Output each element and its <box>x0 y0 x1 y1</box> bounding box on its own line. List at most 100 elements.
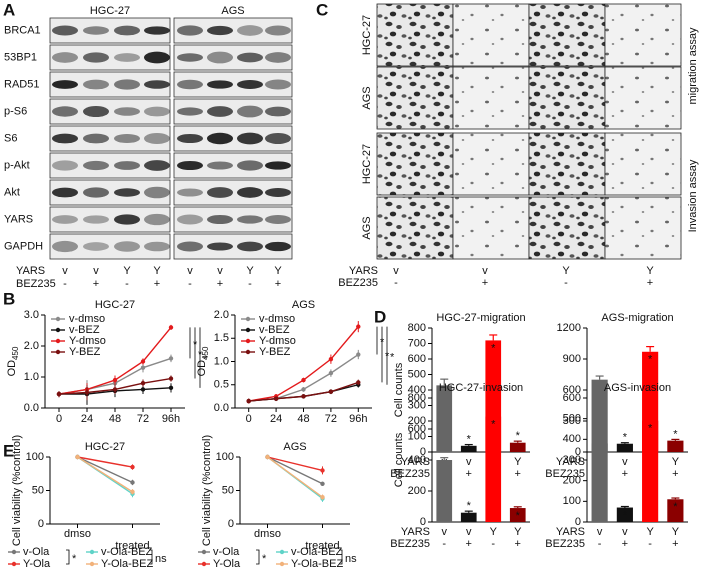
legend-label: v-Ola-BEZ <box>291 546 343 558</box>
y-tick-label: 500 <box>563 413 581 425</box>
point <box>320 481 325 486</box>
bar <box>667 440 684 452</box>
y-tick-label: 100 <box>563 495 581 507</box>
y-axis-label-text: OD <box>196 360 208 377</box>
blot-band <box>237 25 263 36</box>
blot-band <box>237 52 263 63</box>
blot-band <box>207 187 233 198</box>
micrograph <box>376 132 454 196</box>
micrograph <box>604 132 682 196</box>
y-axis-label-text: Cell viability (%control) <box>11 435 23 546</box>
x-tick-label: 72 <box>137 413 149 425</box>
y-tick-label: 0 <box>420 446 426 458</box>
factor-level: Y <box>246 265 254 277</box>
y-tick-label: 0 <box>420 516 426 528</box>
blot-band <box>114 214 140 225</box>
sig-label: * <box>648 354 653 366</box>
sig-label: * <box>380 336 385 348</box>
bar <box>667 499 684 522</box>
y-axis-label-sub: 450 <box>201 346 210 360</box>
y-tick-label: 300 <box>408 399 426 411</box>
point <box>84 390 90 395</box>
point <box>168 376 174 381</box>
panel-label: C <box>316 0 328 19</box>
legend-bracket <box>339 549 343 565</box>
factor-level: - <box>248 278 252 290</box>
chart-title: HGC-27-migration <box>436 312 525 324</box>
factor-level: v <box>62 265 68 277</box>
blot-band <box>52 187 78 198</box>
y-tick-label: 600 <box>408 423 426 435</box>
factor-name: BEZ235 <box>390 538 430 550</box>
blot-band <box>83 242 109 251</box>
blot-band <box>177 241 203 252</box>
blot-band <box>114 53 140 62</box>
micrograph <box>376 66 454 130</box>
factor-name: YARS <box>349 265 378 277</box>
factor-name: YARS <box>401 526 430 538</box>
factor-level: v <box>466 526 472 538</box>
legend-note: * <box>262 553 267 565</box>
micrograph <box>376 196 454 260</box>
sig-label: * <box>516 430 521 442</box>
chart-title: HGC-27 <box>95 299 135 311</box>
sig-label: * <box>390 352 395 364</box>
legend-marker <box>279 549 285 555</box>
factor-name: BEZ235 <box>390 468 430 480</box>
x-tick-label: 72 <box>325 413 337 425</box>
blot-band <box>177 188 203 197</box>
blot-row-label: BRCA1 <box>4 24 41 36</box>
sig-label: * <box>385 350 390 362</box>
sig-label: * <box>648 423 653 435</box>
image-row-label: AGS <box>361 216 373 239</box>
blot-band <box>177 133 203 144</box>
blot-band <box>114 79 140 90</box>
factor-level: v <box>482 265 488 277</box>
blot-band <box>52 215 78 224</box>
x-tick-label: 96h <box>162 413 180 425</box>
factor-level: Y <box>153 265 161 277</box>
legend-marker <box>201 561 207 567</box>
y-tick-label: 0.5 <box>214 379 229 391</box>
y-axis-label: OD450 <box>196 346 210 376</box>
legend-note: ns <box>155 553 167 565</box>
chart-title: AGS-migration <box>601 312 673 324</box>
factor-level: v <box>442 526 448 538</box>
factor-name: YARS <box>401 456 430 468</box>
sig-label: * <box>623 432 628 444</box>
blot-band <box>144 51 170 64</box>
factor-name: BEZ235 <box>338 277 378 289</box>
legend-label: Y-Ola <box>213 558 241 570</box>
blot-band <box>114 241 140 252</box>
legend-marker <box>11 561 17 567</box>
legend-marker <box>55 338 61 344</box>
y-tick-label: 0 <box>575 516 581 528</box>
legend-marker <box>245 349 251 355</box>
point <box>320 495 325 500</box>
image-row-label: HGC-27 <box>361 15 373 55</box>
assay-label: Invasion assay <box>687 159 699 232</box>
point <box>328 370 334 376</box>
legend-label: v-Ola <box>23 546 50 558</box>
bar <box>616 507 633 522</box>
blot-band <box>83 215 109 224</box>
y-axis-label-text: Cell viability (%control) <box>201 435 213 546</box>
y-axis-label: Cell counts <box>393 432 405 487</box>
x-tick-label: 48 <box>297 413 309 425</box>
blot-band <box>237 215 263 224</box>
y-tick-label: 1.5 <box>214 332 229 344</box>
factor-name: YARS <box>556 526 585 538</box>
legend-marker <box>245 338 251 344</box>
point <box>265 454 270 460</box>
legend-bracket <box>149 549 153 565</box>
blot-band <box>265 25 291 36</box>
micrograph <box>528 196 606 260</box>
blot-band <box>52 25 78 36</box>
factor-level: v <box>187 265 193 277</box>
x-tick-label: treated <box>115 540 149 552</box>
blot-band <box>237 160 263 171</box>
factor-level: v <box>622 526 628 538</box>
blot-band <box>52 240 78 253</box>
sig-label: * <box>673 428 678 440</box>
blot-band <box>144 80 170 89</box>
